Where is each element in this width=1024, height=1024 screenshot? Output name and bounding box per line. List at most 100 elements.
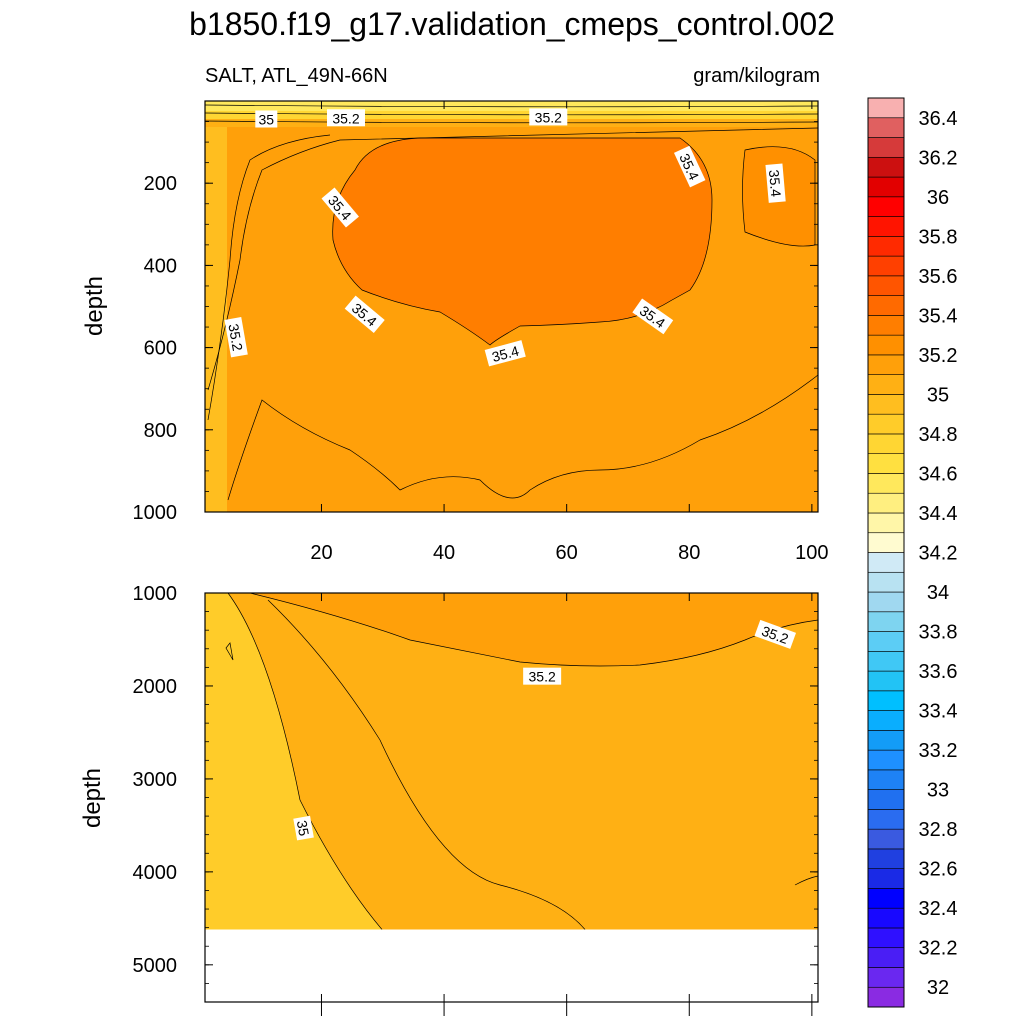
- contour-label-text: 35: [259, 111, 275, 127]
- colorbar-swatch: [867, 117, 905, 138]
- bottom-ytick-label: 4000: [133, 862, 178, 884]
- top-xtick-label: 20: [310, 542, 332, 564]
- contour-label-bg: [326, 109, 365, 127]
- bottom-ytick-label: 1000: [133, 583, 178, 605]
- colorbar-label: 32.4: [919, 898, 958, 920]
- colorbar: 32 32.2 32.4 32.6 32.8 33 33.2 33.4 33.6 33.8 34 34…: [867, 97, 958, 1008]
- contour-label-bg: [321, 187, 359, 228]
- bottom-contour-35: [227, 592, 383, 930]
- top-panel-ylabel: depth: [81, 276, 108, 336]
- colorbar-label: 32.8: [919, 819, 958, 841]
- colorbar-label: 33.4: [919, 701, 958, 723]
- colorbar-label: 32: [927, 977, 949, 999]
- colorbar-swatch: [867, 473, 905, 494]
- top-xtick-label: 60: [556, 542, 578, 564]
- colorbar-label: 36.4: [919, 108, 958, 130]
- colorbar-swatch: [867, 730, 905, 751]
- contour-label-bg: [293, 815, 314, 841]
- bottom-ytick-label: 5000: [133, 955, 178, 977]
- colorbar-label: 35.8: [919, 226, 958, 248]
- colorbar-swatch: [867, 275, 905, 296]
- colorbar-swatch: [867, 354, 905, 375]
- colorbar-swatch: [867, 947, 905, 968]
- contour-label-bg: [754, 619, 797, 649]
- top-contour-line: [204, 104, 819, 108]
- colorbar-swatch: [867, 571, 905, 593]
- top-ytick-label: 200: [144, 173, 177, 195]
- contour-label-text: 35.4: [766, 169, 784, 198]
- variable-subtitle: SALT, ATL_49N-66N: [205, 65, 388, 87]
- top-ytick-label: 600: [144, 338, 177, 360]
- contour-label-bg: [484, 340, 526, 367]
- colorbar-label: 33: [927, 780, 949, 802]
- contour-label-text: 35.2: [332, 110, 359, 126]
- colorbar-label: 34.6: [919, 463, 958, 485]
- colorbar-swatch: [867, 670, 905, 692]
- top-contour-label: 35.4: [673, 145, 706, 188]
- colorbar-label: 36.2: [919, 147, 958, 169]
- top-ytick-label: 800: [144, 420, 177, 442]
- contour-label-text: 35: [294, 819, 312, 837]
- top-contour-line: [204, 112, 819, 116]
- chart-title: b1850.f19_g17.validation_cmeps_control.0…: [189, 6, 835, 42]
- top-contour-line: [227, 374, 819, 501]
- colorbar-frame: [867, 97, 905, 1008]
- bottom-ytick-label: 3000: [133, 769, 178, 791]
- bottom-contour-label: 35: [293, 815, 314, 841]
- contour-label-bg: [523, 667, 562, 685]
- colorbar-swatch: [867, 828, 905, 850]
- colorbar-swatch: [867, 236, 905, 257]
- colorbar-swatch: [867, 927, 905, 949]
- colorbar-swatch: [867, 512, 905, 534]
- colorbar-swatch: [867, 176, 905, 198]
- colorbar-swatch: [867, 868, 905, 889]
- colorbar-label: 32.2: [919, 938, 958, 960]
- colorbar-swatch: [867, 196, 905, 217]
- colorbar-swatch: [867, 769, 905, 790]
- colorbar-swatch: [867, 591, 905, 613]
- colorbar-label: 33.6: [919, 661, 958, 683]
- top-contour-label: 35.2: [224, 317, 248, 358]
- contour-label-text: 35.4: [490, 342, 521, 365]
- top-contour-line: [207, 134, 331, 421]
- bottom-contour-label: 35.2: [523, 667, 562, 685]
- colorbar-swatch: [867, 789, 905, 810]
- top-contour-label: 35.2: [529, 108, 568, 126]
- colorbar-label: 35: [927, 384, 949, 406]
- colorbar-swatch: [867, 137, 905, 158]
- colorbar-swatch: [867, 809, 905, 830]
- top-xtick-label: 80: [678, 542, 700, 564]
- top-max-salinity-core: [332, 137, 713, 346]
- colorbar-label: 33.2: [919, 740, 958, 762]
- bottom-contour-east: [794, 875, 819, 886]
- bottom-salty-tongue: [249, 592, 819, 667]
- top-ytick-label: 400: [144, 255, 177, 277]
- contour-label-text: 35.2: [225, 323, 246, 353]
- contour-label-bg: [344, 295, 385, 334]
- colorbar-swatch: [867, 848, 905, 869]
- colorbar-swatch: [867, 453, 905, 474]
- contour-label-bg: [255, 110, 278, 128]
- colorbar-swatch: [867, 552, 905, 573]
- colorbar-label: 34.4: [919, 503, 958, 525]
- colorbar-swatch: [867, 710, 905, 731]
- colorbar-label: 34.8: [919, 424, 958, 446]
- top-panel: 200 400 600 800 1000 20 40 60 80 100 35 35.2 35.2 35.…: [133, 100, 829, 564]
- colorbar-swatch: [867, 611, 905, 632]
- contour-label-bg: [224, 317, 248, 358]
- colorbar-swatch: [867, 97, 905, 119]
- colorbar-swatch: [867, 295, 905, 316]
- contour-label-text: 35.2: [535, 109, 562, 125]
- colorbar-swatch: [867, 690, 905, 711]
- contour-label-bg: [673, 145, 706, 188]
- top-surface-fresh-layer: [205, 101, 818, 111]
- bottom-fresh-wedge: [205, 593, 382, 930]
- colorbar-swatch: [867, 631, 905, 652]
- colorbar-swatch: [867, 888, 905, 909]
- colorbar-swatch: [867, 492, 905, 514]
- bottom-ytick-label: 2000: [133, 676, 178, 698]
- contour-label-bg: [529, 108, 568, 126]
- colorbar-swatch: [867, 315, 905, 336]
- top-west-fresh-band: [205, 101, 227, 512]
